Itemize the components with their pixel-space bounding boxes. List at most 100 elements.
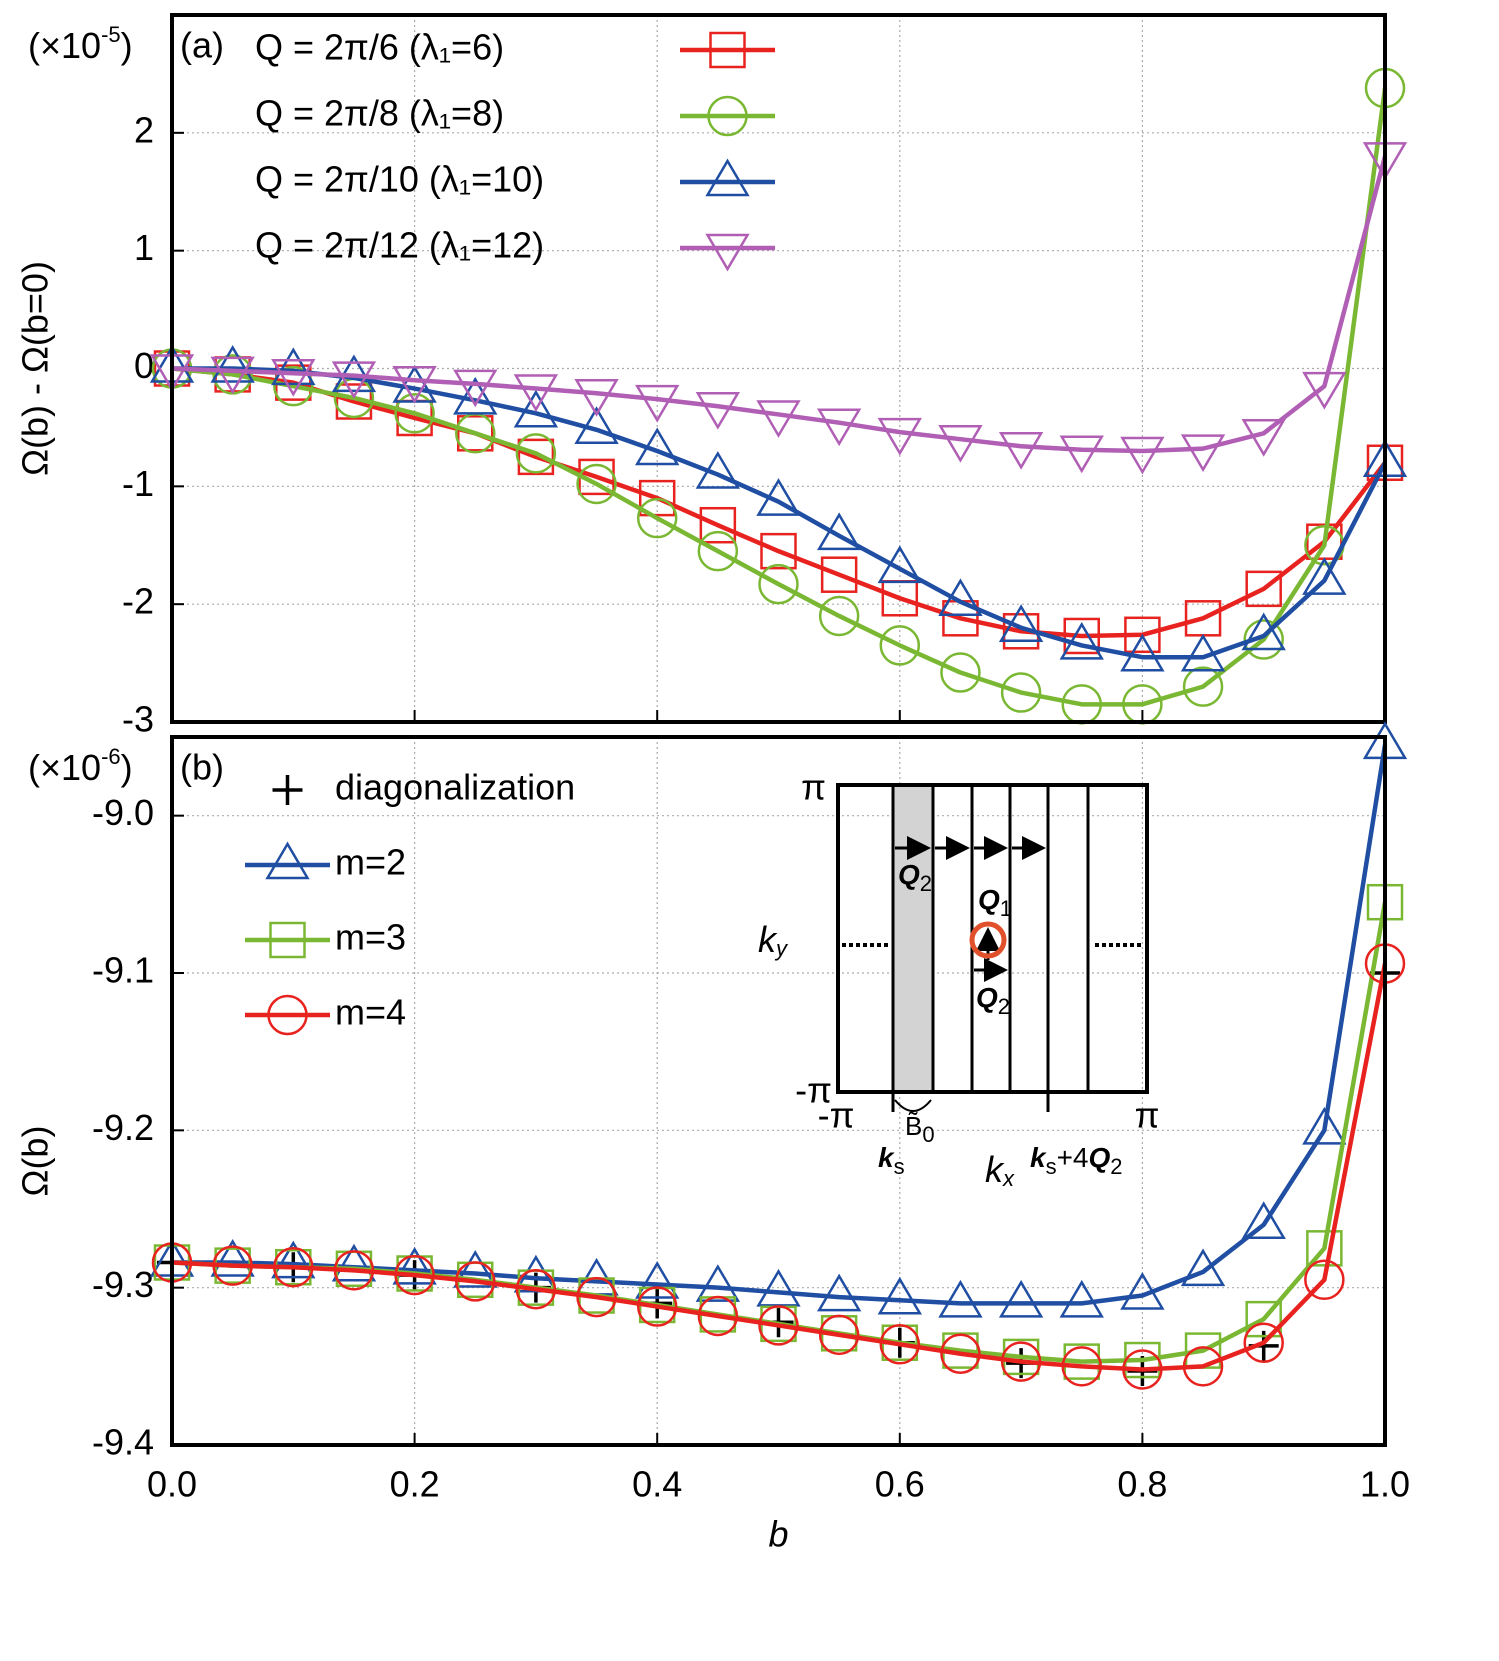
marker: [453, 369, 498, 408]
legend-label: m=4: [335, 992, 406, 1033]
marker: [574, 378, 619, 417]
marker: [1059, 1279, 1104, 1318]
marker: [392, 1246, 437, 1285]
marker: [1063, 1343, 1100, 1380]
marker: [695, 391, 741, 430]
marker: [636, 1286, 678, 1327]
ks-label: ks: [878, 1142, 905, 1178]
legend-label: diagonalization: [335, 767, 575, 808]
marker: [1122, 1349, 1163, 1390]
marker: [513, 389, 559, 428]
y-multiplier: (×10-5): [28, 22, 133, 66]
marker: [816, 1273, 862, 1312]
marker: [513, 374, 559, 412]
marker: [210, 1239, 255, 1277]
marker: [879, 625, 921, 666]
y-tick-label: -9.3: [92, 1264, 154, 1305]
panel-label: (b): [180, 747, 224, 788]
marker: [638, 479, 676, 517]
multiplier-close: ): [121, 25, 133, 66]
y-tick-label: 0: [134, 345, 154, 386]
q2-label: Q2: [976, 982, 1010, 1018]
marker: [1182, 666, 1224, 707]
y-tick-label: -1: [122, 463, 154, 504]
marker: [699, 506, 737, 544]
y-tick-label: 1: [134, 227, 154, 268]
series: [149, 142, 1408, 475]
marker: [333, 1250, 375, 1291]
marker: [1241, 1201, 1286, 1239]
y-tick-label: -3: [122, 699, 154, 740]
marker: [576, 1276, 617, 1318]
marker: [271, 347, 316, 386]
marker: [818, 1314, 860, 1356]
marker: [1120, 436, 1165, 475]
marker: [1120, 633, 1165, 672]
inset-frame: [836, 783, 1149, 1094]
marker: [938, 424, 983, 463]
marker: [273, 1246, 314, 1288]
marker: [877, 545, 922, 584]
marker: [938, 1279, 983, 1318]
marker: [272, 775, 303, 805]
marker: [265, 841, 310, 880]
marker: [1180, 1248, 1226, 1287]
marker: [635, 384, 680, 423]
series-line: [171, 87, 1388, 707]
marker: [574, 406, 619, 445]
marker: [517, 438, 555, 476]
marker: [877, 1276, 922, 1315]
marker: [576, 463, 617, 505]
y-tick-label: -9.4: [92, 1422, 154, 1463]
marker: [1306, 1230, 1343, 1267]
marker: [877, 417, 922, 456]
inset-diagram: π -π -π π ky kx Q2 Q1 Q2 ks B̃0 ks+4Q2: [758, 767, 1159, 1191]
marker: [818, 595, 860, 637]
multiplier-text: (×10: [28, 747, 101, 788]
marker: [705, 158, 750, 197]
marker: [938, 578, 983, 617]
marker: [269, 921, 306, 959]
marker: [760, 532, 797, 570]
panel: -3 -2 -1 0 1 2 Q = 2π/6 (λ₁=6) Q = 2π/8 (λ₁=8) Q…: [15, 13, 1408, 740]
kx-max: π: [1135, 1095, 1160, 1136]
b0-label: B̃0: [905, 1111, 935, 1147]
marker: [394, 1254, 435, 1296]
multiplier-exp: -5: [101, 22, 121, 47]
marker: [1241, 612, 1286, 651]
marker: [1000, 1341, 1042, 1382]
marker: [1124, 616, 1161, 654]
kx-min: -π: [818, 1095, 855, 1136]
marker: [1302, 1106, 1347, 1145]
q1-label: Q1: [978, 884, 1012, 920]
marker: [1059, 435, 1104, 474]
multiplier-exp: -6: [101, 744, 121, 769]
x-tick-label: 1.0: [1360, 1464, 1410, 1505]
x-axis-label: b: [768, 1514, 788, 1555]
marker: [1180, 434, 1226, 473]
marker: [394, 393, 435, 434]
marker: [697, 530, 739, 572]
marker: [267, 994, 308, 1036]
series: [151, 943, 1406, 1390]
multiplier-close: ): [121, 747, 133, 788]
marker: [635, 1261, 680, 1299]
marker: [998, 604, 1044, 642]
y-tick-label: -9.1: [92, 950, 154, 991]
marker: [816, 512, 862, 551]
marker: [1302, 371, 1347, 410]
marker: [1059, 621, 1104, 660]
multiplier-text: (×10: [28, 25, 101, 66]
marker: [940, 1333, 981, 1374]
marker: [697, 1295, 739, 1337]
marker: [1182, 1346, 1224, 1387]
marker: [709, 31, 746, 69]
marker: [1063, 617, 1100, 655]
marker: [1120, 1272, 1165, 1310]
marker: [756, 1268, 801, 1307]
marker: [636, 497, 678, 539]
marker: [1245, 1300, 1282, 1338]
marker: [212, 1245, 253, 1286]
marker: [695, 1264, 741, 1302]
y-tick-label: -9.2: [92, 1107, 154, 1148]
